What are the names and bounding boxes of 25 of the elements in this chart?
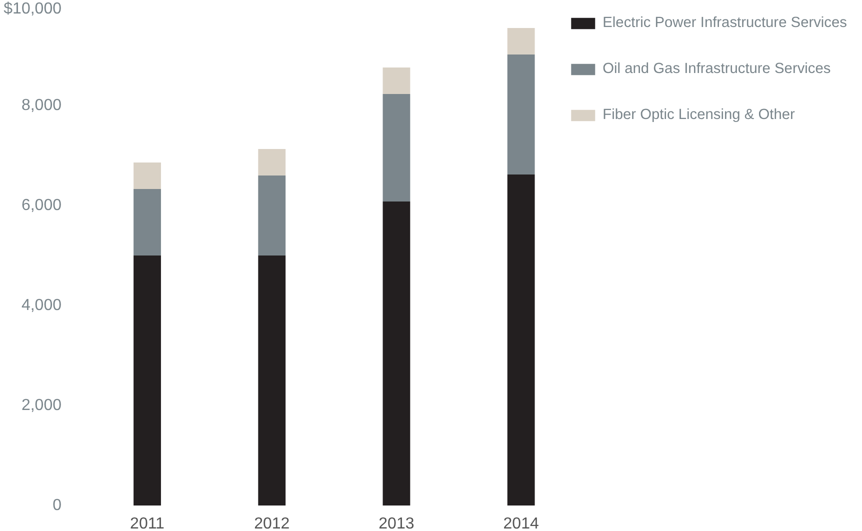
y-tick-label: 2,000 <box>21 397 62 414</box>
bar <box>134 189 161 256</box>
y-tick-label: 8,000 <box>21 97 62 114</box>
bar <box>258 176 286 256</box>
y-tick-label: 4,000 <box>21 297 62 314</box>
legend-label: Electric Power Infrastructure Services <box>602 15 847 31</box>
x-tick-label: 2014 <box>503 516 539 531</box>
x-tick-label: 2013 <box>378 516 414 531</box>
bar <box>258 256 286 506</box>
x-tick-label: 2012 <box>254 516 290 531</box>
bar <box>134 256 161 506</box>
y-tick-label: 0 <box>52 497 62 514</box>
bar <box>507 28 535 54</box>
legend-label: Fiber Optic Licensing & Other <box>602 107 795 123</box>
y-tick-label: $10,000 <box>4 0 62 18</box>
bar <box>507 54 535 174</box>
bar <box>382 68 410 94</box>
x-tick-label: 2011 <box>130 516 165 531</box>
bar <box>258 149 286 176</box>
bar <box>382 202 410 506</box>
y-tick-label: 6,000 <box>21 197 62 214</box>
legend-label: Oil and Gas Infrastructure Services <box>602 61 831 77</box>
bar <box>507 174 535 506</box>
bar <box>382 94 410 202</box>
bar <box>134 162 161 189</box>
